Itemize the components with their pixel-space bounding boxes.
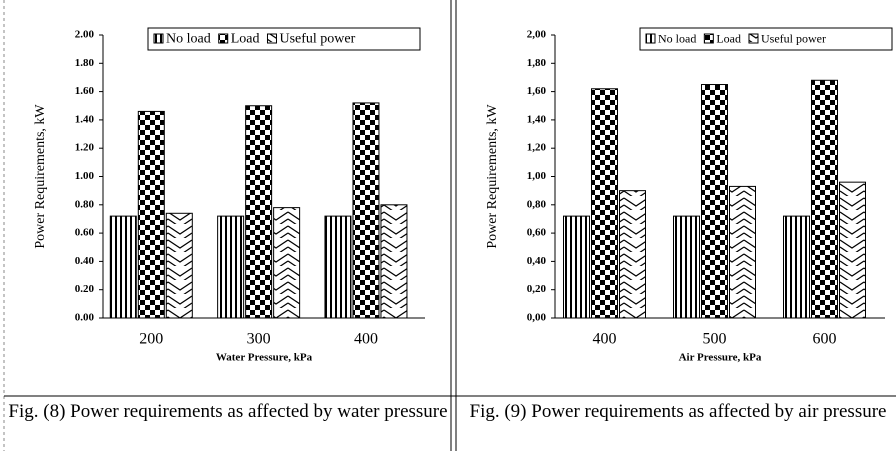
caption: Fig. (8) Power requirements as affected …: [8, 401, 448, 422]
y-axis-label: Power Requirements, kW: [33, 104, 48, 249]
y-tick-label: 1.40: [75, 113, 95, 125]
x-tick-label: 600: [813, 331, 837, 348]
y-tick-label: 0.00: [75, 312, 95, 324]
y-tick-label: 1.80: [75, 57, 95, 69]
bar: [619, 190, 646, 319]
bar: [729, 185, 756, 319]
y-tick-label: 2,00: [527, 29, 547, 41]
caption: Fig. (9) Power requirements as affected …: [469, 401, 887, 422]
y-tick-label: 0.80: [75, 198, 95, 210]
bar: [783, 215, 810, 319]
y-tick-label: 0,60: [527, 227, 547, 239]
bar: [811, 79, 838, 319]
legend-swatch: [748, 33, 759, 44]
y-tick-label: 0,40: [527, 255, 547, 267]
bar: [245, 105, 273, 319]
y-tick-label: 1,20: [527, 142, 547, 154]
bar: [839, 181, 866, 319]
y-tick-label: 1.00: [75, 170, 95, 182]
x-tick-label: 300: [247, 331, 271, 348]
y-tick-label: 0,20: [527, 283, 547, 295]
bar: [217, 215, 245, 319]
legend-swatch: [703, 33, 714, 44]
legend-label: Load: [716, 31, 741, 45]
bar: [380, 204, 408, 319]
x-tick-label: 400: [354, 331, 378, 348]
bar: [165, 212, 193, 319]
legend-label: No load: [166, 32, 211, 47]
bar: [273, 207, 301, 319]
legend-label: Load: [231, 32, 260, 47]
y-tick-label: 1,40: [527, 113, 547, 125]
y-tick-label: 0,80: [527, 198, 547, 210]
legend-label: No load: [658, 31, 696, 45]
legend-swatch: [218, 33, 229, 44]
x-tick-label: 400: [593, 331, 617, 348]
legend-swatch: [645, 33, 656, 44]
legend-swatch: [266, 33, 277, 44]
y-tick-label: 0.40: [75, 255, 95, 267]
bar: [591, 88, 618, 319]
y-tick-label: 0.20: [75, 283, 95, 295]
x-axis-label: Water Pressure, kPa: [216, 352, 313, 364]
bar: [673, 215, 700, 319]
y-tick-label: 1.20: [75, 142, 95, 154]
y-tick-label: 1.60: [75, 85, 95, 97]
legend-label: Useful power: [279, 32, 355, 47]
legend-label: Useful power: [761, 31, 826, 45]
legend-box: [147, 27, 421, 51]
bar: [324, 215, 352, 319]
legend-box: [639, 27, 893, 51]
y-axis-label: Power Requirements, kW: [485, 104, 500, 249]
y-tick-label: 0,00: [527, 312, 547, 324]
bar: [701, 84, 728, 319]
y-tick-label: 1,80: [527, 57, 547, 69]
y-tick-label: 1,00: [527, 170, 547, 182]
y-tick-label: 2.00: [75, 29, 95, 41]
bar: [352, 102, 380, 319]
x-axis-label: Air Pressure, kPa: [679, 352, 762, 364]
x-tick-label: 500: [703, 331, 727, 348]
bar: [137, 110, 165, 319]
x-tick-label: 200: [139, 331, 163, 348]
bar: [109, 215, 137, 319]
y-tick-label: 1,60: [527, 85, 547, 97]
bar: [563, 215, 590, 319]
y-tick-label: 0.60: [75, 227, 95, 239]
legend-swatch: [153, 33, 164, 44]
